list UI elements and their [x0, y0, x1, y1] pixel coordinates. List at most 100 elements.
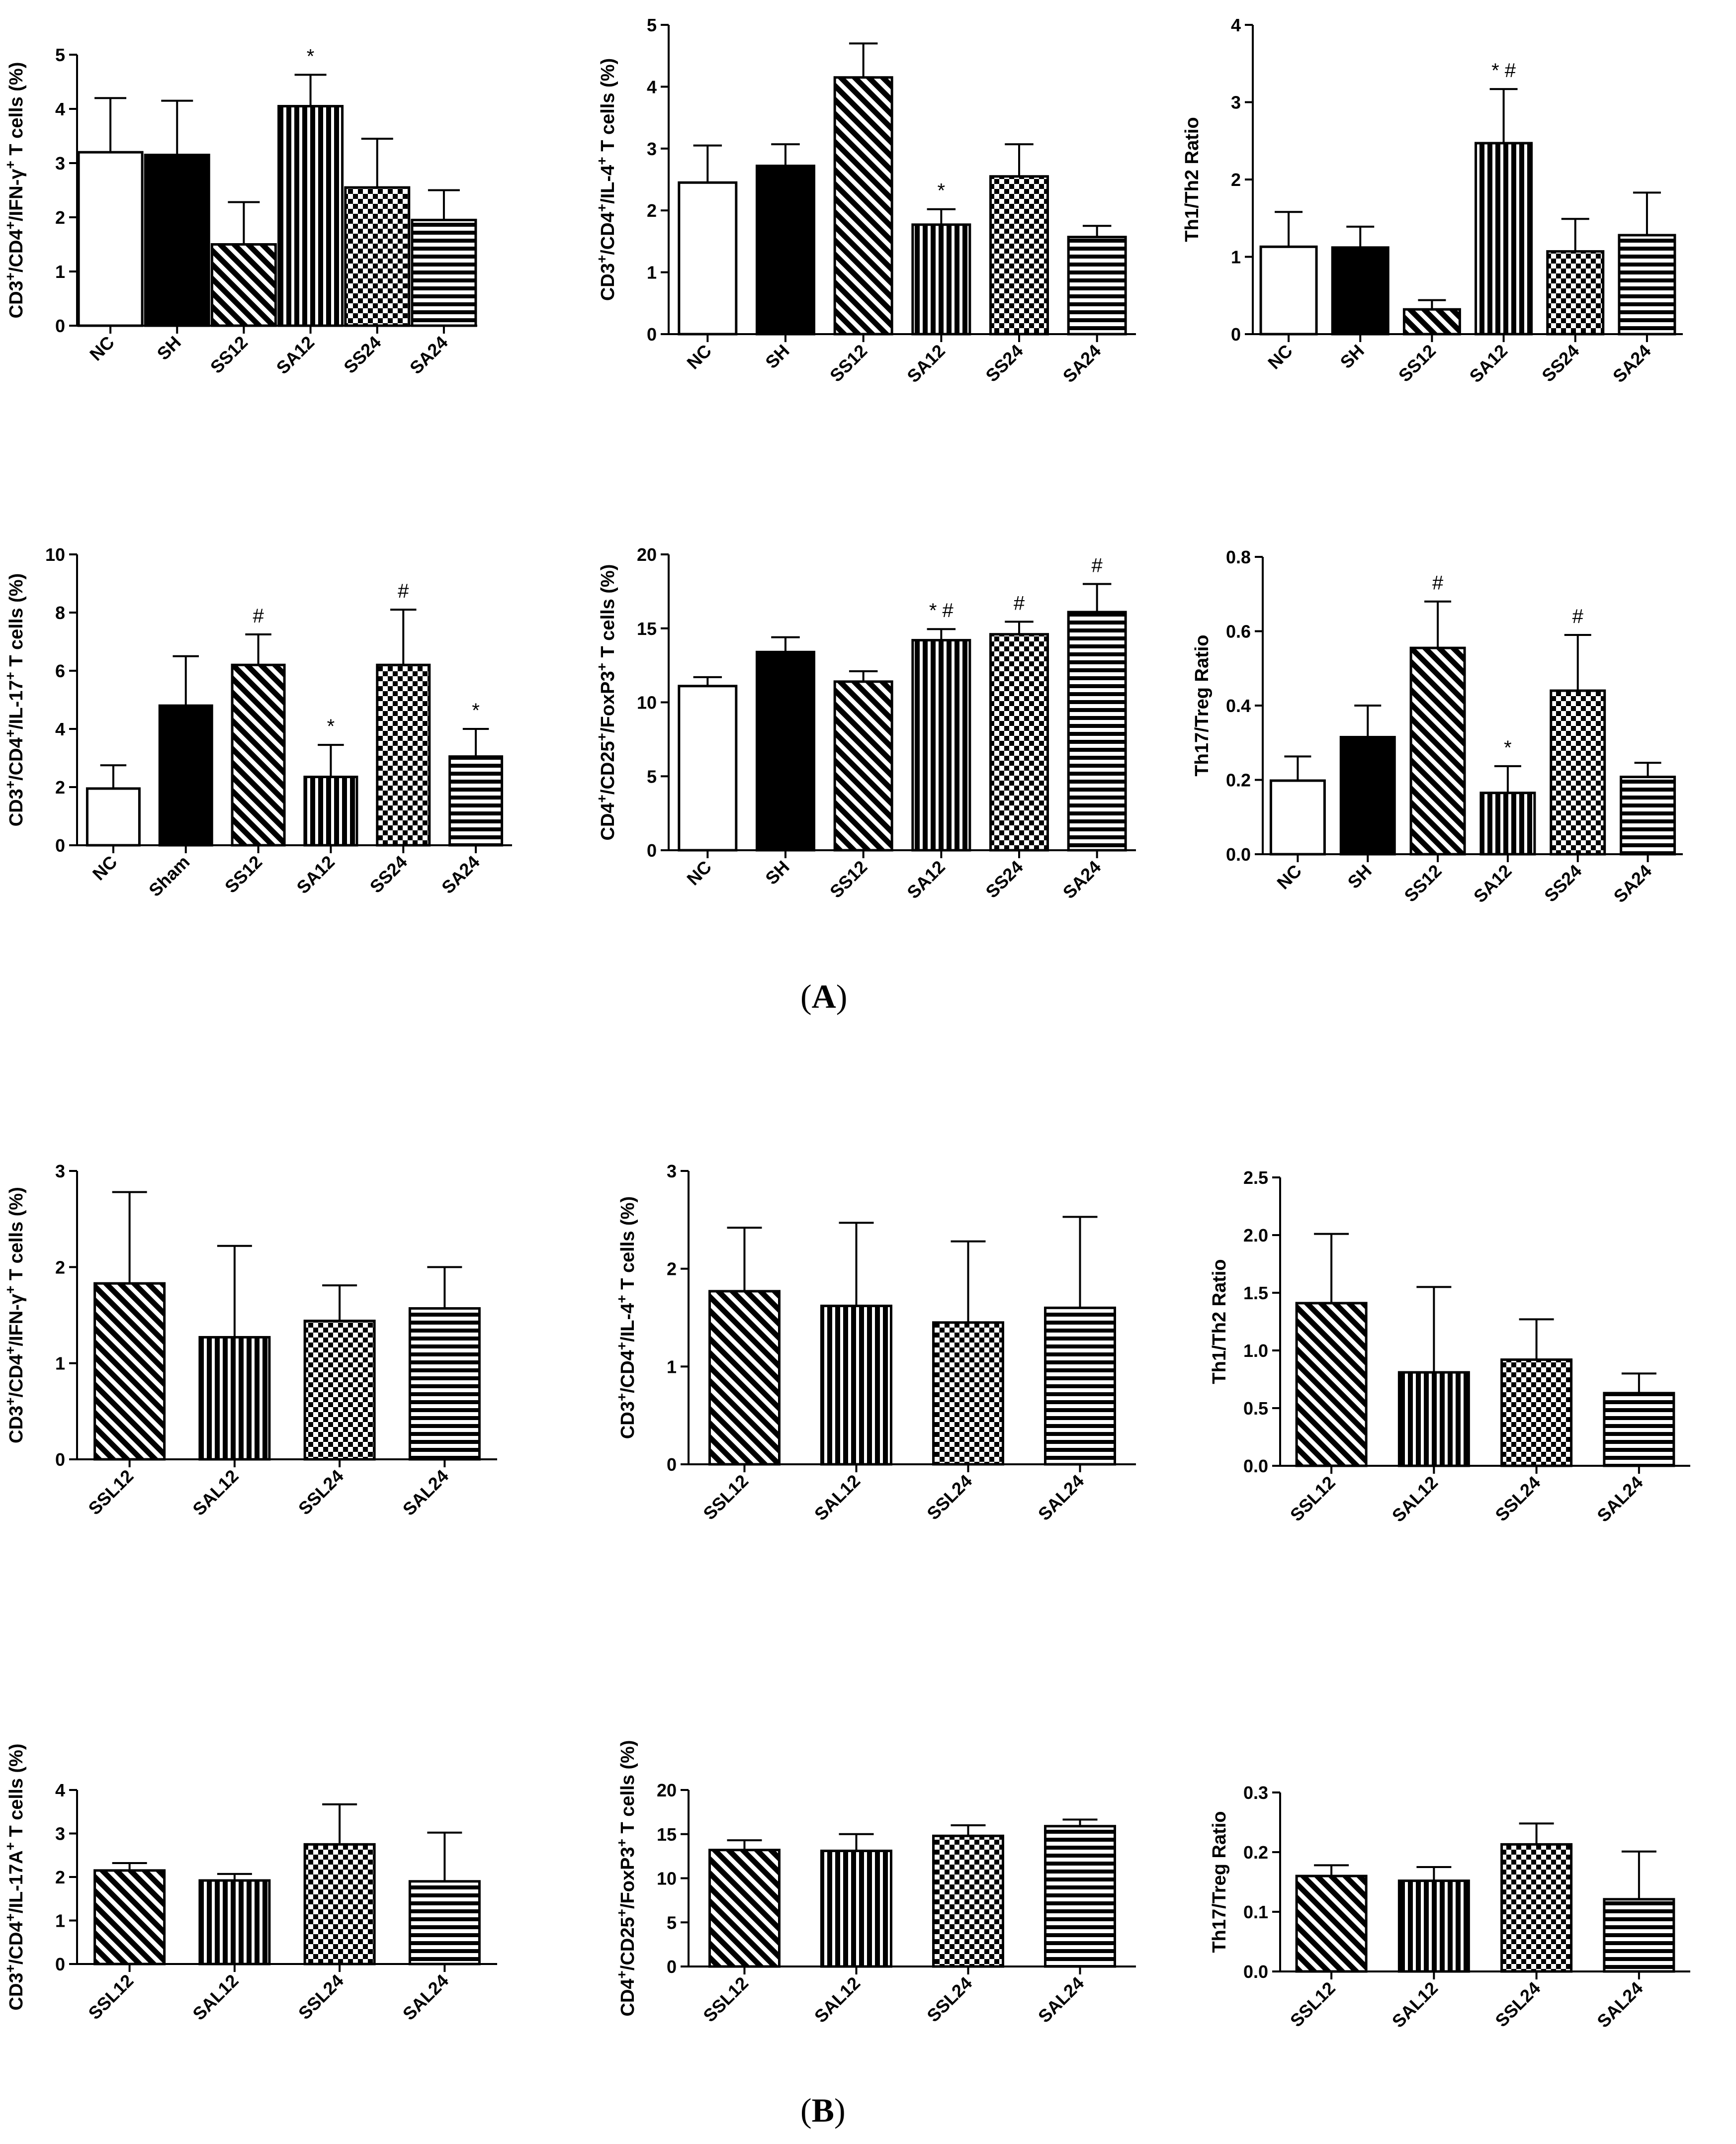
x-tick-label: SA24: [1609, 341, 1655, 387]
bar-sal12: [198, 1336, 271, 1461]
y-tick-label: 1: [1231, 247, 1241, 268]
x-tick-label: SA12: [903, 341, 949, 387]
chart-1: 0 1 2 3 4 5 CD3+/CD4+/IFN-γ+ T cells (%) NC SH SS…: [2, 45, 477, 378]
y-tick-label: 3: [647, 139, 657, 159]
y-tick-label: 0.0: [1243, 1456, 1268, 1476]
bar-ss12: [210, 243, 277, 327]
y-tick-label: 0.6: [1226, 622, 1251, 642]
bar-sal24: [1603, 1898, 1675, 1973]
y-tick-label: 15: [637, 619, 657, 639]
y-tick-label: 0: [1231, 324, 1241, 345]
x-tick-label: SAL12: [188, 1466, 242, 1519]
y-tick-label: 4: [647, 77, 657, 97]
bar-ssl24: [303, 1843, 376, 1965]
y-tick-label: 1: [55, 1353, 65, 1374]
y-axis-title: CD3+/CD4+/IFN-γ+ T cells (%): [2, 1187, 27, 1443]
x-tick-label: SS24: [366, 852, 411, 897]
x-tick-label: SA12: [1470, 861, 1516, 907]
x-tick-label: SAL12: [1388, 1978, 1442, 2032]
y-tick-label: 0.5: [1243, 1398, 1268, 1419]
x-tick-label: SH: [1336, 341, 1368, 372]
bar-ssl12: [93, 1869, 166, 1965]
y-tick-label: 0.2: [1226, 770, 1251, 791]
x-tick-label: SAL12: [810, 1471, 864, 1524]
bar-ssl12: [1295, 1302, 1368, 1467]
y-axis-title: CD3+/CD4+/IL-4+ T cells (%): [614, 1196, 639, 1439]
chart-4: 0 2 4 6 8 10 CD3+/CD4+/IL-17+ T cells (%) NC Sha…: [2, 544, 512, 900]
bar-sal12: [820, 1304, 892, 1466]
x-tick-label: SS12: [1400, 861, 1445, 906]
y-tick-label: 3: [55, 153, 65, 174]
x-tick-label: SAL24: [1034, 1471, 1088, 1524]
x-tick-label: SA24: [1059, 857, 1105, 903]
x-tick-label: NC: [1273, 861, 1305, 893]
y-tick-label: 20: [637, 544, 657, 565]
bar-ssl12: [1295, 1875, 1368, 1973]
bar-ssl24: [1500, 1358, 1573, 1467]
bar-ssl24: [1500, 1843, 1573, 1973]
bar-nc: [678, 181, 738, 336]
bar-sh: [756, 650, 815, 852]
x-tick-label: SS24: [1538, 341, 1583, 386]
y-tick-label: 2: [647, 200, 657, 221]
bar-ss12: [231, 663, 286, 847]
x-tick-label: SAL12: [810, 1973, 864, 2027]
bar-ss12: [1402, 308, 1461, 336]
y-tick-label: 0.8: [1226, 547, 1251, 567]
x-tick-label: SAL12: [1388, 1472, 1442, 1526]
y-tick-label: 6: [55, 661, 65, 681]
x-tick-label: SA24: [437, 852, 484, 898]
bar-nc: [1259, 245, 1318, 336]
x-tick-label: SSL24: [923, 1471, 976, 1524]
x-tick-label: SA12: [1466, 341, 1512, 387]
y-tick-label: 2: [55, 777, 65, 798]
y-tick-label: 0: [55, 1449, 65, 1470]
y-tick-label: 2: [55, 1257, 65, 1277]
x-tick-label: SA12: [272, 332, 319, 378]
y-tick-label: 0: [55, 1954, 65, 1974]
bar-ssl12: [708, 1290, 781, 1466]
bar-sa12: [277, 105, 344, 327]
significance-mark: *: [1504, 737, 1512, 759]
bar-ss24: [989, 175, 1049, 336]
x-tick-label: SA12: [292, 852, 339, 898]
bar-sal24: [1603, 1392, 1675, 1467]
y-tick-label: 1: [647, 263, 657, 283]
panel-b-letter: B: [811, 2091, 835, 2129]
bar-ssl24: [932, 1834, 1004, 1968]
y-tick-label: 0: [55, 316, 65, 336]
y-tick-label: 0.0: [1226, 844, 1251, 865]
y-axis-title: CD3+/CD4+/IL-17A+ T cells (%): [2, 1744, 27, 2011]
x-tick-label: SS24: [340, 332, 385, 377]
bar-ss24: [344, 186, 411, 327]
bar-sal12: [820, 1849, 892, 1968]
y-tick-label: 4: [55, 1780, 65, 1800]
y-axis-title: Th1/Th2 Ratio: [1182, 117, 1203, 242]
significance-mark: #: [398, 580, 409, 602]
bar-nc: [678, 685, 738, 852]
y-tick-label: 3: [55, 1161, 65, 1181]
significance-mark: #: [1572, 606, 1584, 627]
x-tick-label: NC: [1264, 341, 1297, 373]
bar-nc: [86, 787, 141, 847]
bar-sa24: [1067, 611, 1127, 852]
y-axis-title: Th17/Treg Ratio: [1209, 1811, 1230, 1953]
x-tick-label: SSL12: [84, 1970, 137, 2024]
bar-sal24: [408, 1307, 481, 1461]
x-tick-label: SAL24: [399, 1466, 452, 1519]
significance-mark: #: [1014, 592, 1025, 614]
bar-ssl12: [708, 1849, 781, 1968]
x-tick-label: SSL24: [1491, 1472, 1544, 1525]
y-tick-label: 2: [667, 1259, 677, 1279]
bar-sal24: [1044, 1306, 1116, 1466]
panel-a-letter: A: [811, 978, 836, 1015]
y-tick-label: 3: [55, 1824, 65, 1844]
y-tick-label: 1.5: [1243, 1283, 1268, 1303]
bar-sa24: [1067, 236, 1127, 336]
y-axis-title: CD4+/CD25+/FoxP3+ T cells (%): [614, 1740, 639, 2017]
x-tick-label: SA24: [406, 332, 452, 378]
chart-10: 0 1 2 3 4 CD3+/CD4+/IL-17A+ T cells (%) SSL12 S…: [2, 1744, 497, 2024]
y-tick-label: 2: [55, 1867, 65, 1887]
x-tick-label: SH: [153, 332, 185, 364]
